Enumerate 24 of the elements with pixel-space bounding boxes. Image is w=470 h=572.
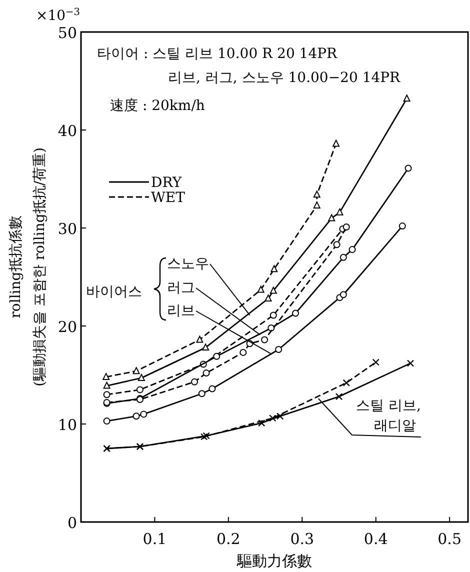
y-tick-label: 50 [58,24,77,42]
annotation: 速度 : 20km/h [110,98,205,114]
y-tick-label: 10 [58,416,77,434]
legend-label: WET [151,190,186,206]
annotation: 타이어 : 스틸 리브 10.00 R 20 14PR [97,46,338,62]
note: 스노우 [167,256,209,272]
note: 리브 [167,303,195,319]
y-axis-title: rolling抵抗係數 (驅動損失을 포함한 rolling抵抗/荷重) [8,147,48,387]
y-tick-label: 30 [58,220,77,238]
legend-label: DRY [151,175,182,191]
y-tick-label: 0 [67,514,77,532]
x-tick-label: 0.5 [438,530,462,548]
y-tick-label: 40 [58,122,77,140]
x-tick-label: 0.1 [142,530,167,548]
y-tick-label: 20 [58,318,77,336]
x-tick-label: 0.4 [364,530,388,548]
note: 스틸 리브, 래디알 [356,398,421,434]
annotation: 바이어스 [86,284,142,300]
x-tick-label: 0.2 [216,530,240,548]
annotation: 리브, 러그, 스노우 10.00−20 14PR [168,70,401,86]
x-tick-label: 0.3 [290,530,314,548]
text: ×10$^{−3}$ [36,6,80,24]
x-axis-title: 驅動力係數 [236,552,312,570]
note: 러그 [167,280,195,296]
